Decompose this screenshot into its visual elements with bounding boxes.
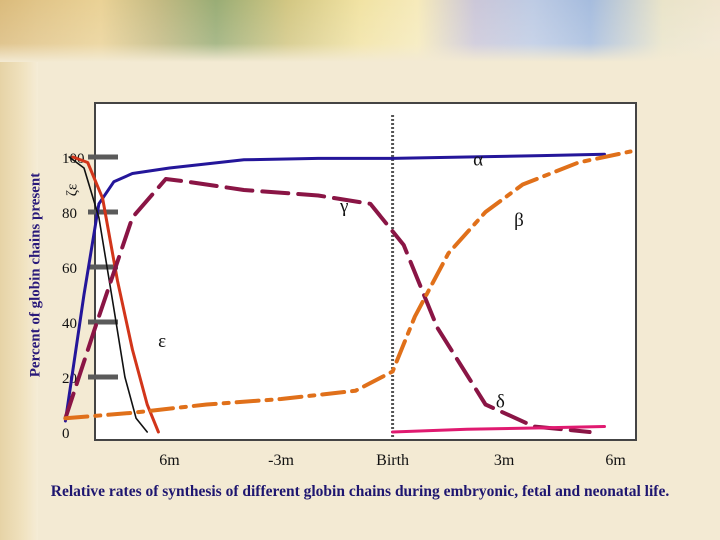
x-tick-label: 6m [159,452,180,469]
series-line-β [63,149,633,421]
background-texture [0,0,38,540]
chart-caption: Relative rates of synthesis of different… [50,483,670,500]
series-label-ε: ε [158,331,166,352]
y-tick-label: 40 [62,316,77,332]
series-label-δ: δ [496,391,505,412]
y-tick-label: 80 [62,206,77,222]
series-label-zeta-epsilon: ζε [65,184,81,197]
x-tick-label: -3m [268,452,294,469]
series-line-α [63,152,606,423]
series-line-ε [71,155,160,434]
series-line-δ [391,425,606,434]
y-tick-label: 100 [62,151,85,167]
x-tick-label: 6m [605,452,626,469]
y-tick-label: 60 [62,261,77,277]
series-line-γ [63,177,592,434]
series-label-γ: γ [339,196,348,217]
rotated-labels: ζε [65,184,81,197]
series-label-α: α [473,149,483,170]
x-tick-label: 3m [494,452,515,469]
header-banner-fade [0,0,720,62]
plot-frame [94,102,637,441]
y-tick-label: 0 [62,426,70,442]
x-tick-label: Birth [376,452,409,469]
series-line-ζ [68,156,148,433]
series-label-β: β [514,210,524,231]
